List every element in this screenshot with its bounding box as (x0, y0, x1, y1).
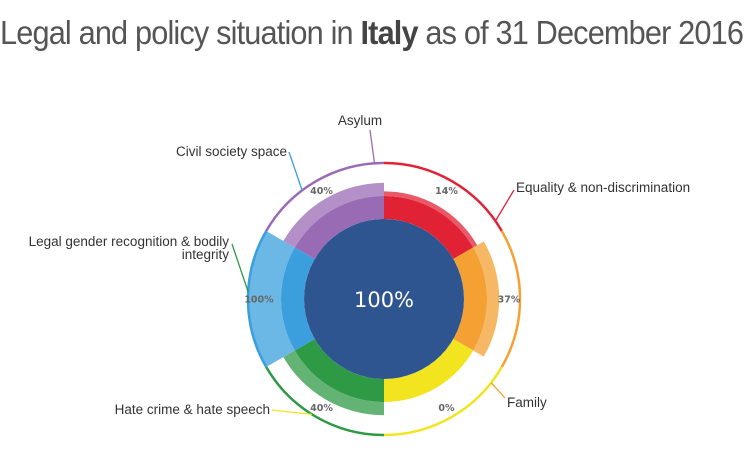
leader-lines (231, 129, 515, 415)
percent-label-equality-and-non-discrimination: 14% (435, 186, 458, 197)
inner-ring-layer (281, 196, 487, 402)
title-country: Italy (360, 14, 418, 51)
percent-label-family: 37% (498, 295, 521, 306)
percent-label-civil-society-space: 100% (244, 295, 274, 306)
title-suffix: as of 31 December 2016 (425, 14, 744, 51)
category-label-civil-society-space: Civil society space (176, 144, 287, 159)
score-bar-legal-gender-recognition-and-bodily-integrity (283, 350, 384, 416)
border-arc-civil-society-space (246, 230, 268, 368)
category-label-family: Family (507, 395, 547, 410)
border-arc-legal-gender-recognition-and-bodily-integrity (265, 366, 385, 437)
leader-line-legal-gender-recognition-and-bodily-integrity (231, 243, 249, 293)
leader-line-civil-society-space (288, 151, 303, 191)
percent-label-hate-crime-and-hate-speech: 0% (438, 403, 455, 414)
outer-ring-layer (248, 182, 500, 416)
category-label-legal-gender-recognition-and-bodily-integrity-line-2: integrity (182, 247, 230, 262)
score-bar-equality-and-non-discrimination (384, 191, 478, 248)
percent-labels: 14% 37% 0% 40% 100% 40% (244, 186, 521, 414)
center-value-label: 100% (354, 288, 414, 312)
border-ring-layer (246, 161, 522, 437)
category-label-hate-crime-and-hate-speech: Hate crime & hate speech (115, 402, 270, 417)
inner-segment-legal-gender-recognition-and-bodily-integrity (294, 339, 384, 402)
leader-line-hate-crime-and-hate-speech (271, 409, 313, 415)
leader-line-family (490, 382, 506, 399)
category-label-asylum: Asylum (338, 113, 382, 128)
center-disc (304, 219, 464, 379)
score-bar-family (473, 241, 500, 357)
inner-segment-asylum (294, 196, 384, 259)
percent-label-asylum: 40% (310, 186, 333, 197)
inner-segment-hate-crime-and-hate-speech (384, 339, 474, 402)
border-arc-equality-and-non-discrimination (383, 161, 503, 232)
inner-segment-equality-and-non-discrimination (384, 196, 474, 259)
category-label-legal-gender-recognition-and-bodily-integrity-line-1: Legal gender recognition & bodily (29, 234, 230, 249)
inner-segment-family (453, 247, 487, 351)
page-title: Legal and policy situation in Italy as o… (0, 14, 744, 52)
category-labels: Equality & non-discrimination Family Hate … (29, 113, 690, 417)
border-arc-asylum (265, 161, 385, 232)
border-arc-family (500, 230, 522, 368)
percent-label-legal-gender-recognition-and-bodily-integrity: 40% (310, 403, 333, 414)
category-label-equality-and-non-discrimination: Equality & non-discrimination (516, 180, 690, 195)
leader-line-asylum (369, 129, 376, 164)
leader-line-equality-and-non-discrimination (494, 189, 515, 222)
score-bar-civil-society-space (248, 231, 295, 367)
border-arc-hate-crime-and-hate-speech (383, 366, 503, 437)
title-prefix: Legal and policy situation in (0, 14, 354, 51)
score-bar-asylum (283, 182, 384, 248)
inner-segment-civil-society-space (281, 247, 315, 351)
